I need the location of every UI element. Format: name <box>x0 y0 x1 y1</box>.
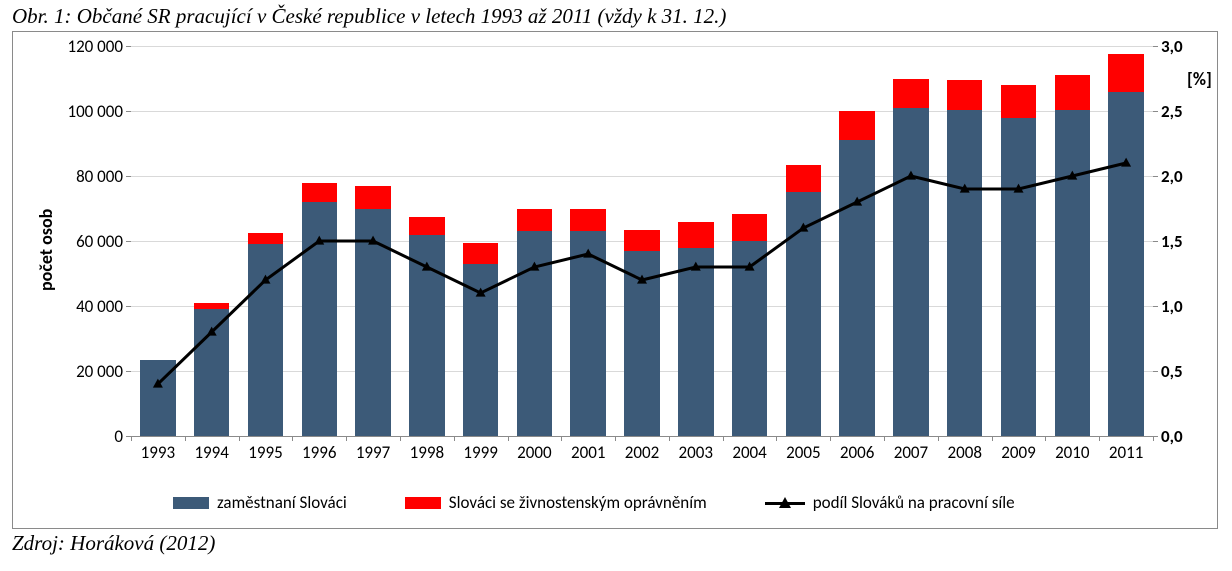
y-right-tickmark <box>1153 241 1158 242</box>
x-tick: 2002 <box>615 442 669 463</box>
x-tickmark <box>615 436 616 441</box>
y2-unit-label: [%] <box>1187 68 1212 90</box>
x-tickmark <box>400 436 401 441</box>
x-tickmark <box>454 436 455 441</box>
y-axis-title: počet osob <box>35 209 57 291</box>
figure-source: Zdroj: Horáková (2012) <box>12 531 1220 556</box>
x-tick: 2001 <box>561 442 615 463</box>
x-tick: 1997 <box>346 442 400 463</box>
x-tickmark <box>239 436 240 441</box>
x-tickmark <box>1045 436 1046 441</box>
y-right-tick: 2,0 <box>1161 166 1183 187</box>
y-right-tick: 1,5 <box>1161 231 1183 252</box>
x-tickmark <box>830 436 831 441</box>
x-tickmark <box>185 436 186 441</box>
x-tick: 2003 <box>669 442 723 463</box>
y-right-tick: 0,0 <box>1161 426 1183 447</box>
x-tick: 2008 <box>938 442 992 463</box>
legend-item-bar1: zaměstnaní Slováci <box>173 492 347 513</box>
x-tick: 1995 <box>239 442 293 463</box>
line-marker <box>583 249 593 258</box>
plot-area: 00,020 0000,540 0001,060 0001,580 0002,0… <box>131 46 1153 436</box>
x-tickmark <box>346 436 347 441</box>
legend: zaměstnaní Slováci Slováci se živnostens… <box>173 492 1015 513</box>
x-tickmark <box>131 436 132 441</box>
y-right-tick: 3,0 <box>1161 36 1183 57</box>
x-tick: 2004 <box>723 442 777 463</box>
y-left-tick: 40 000 <box>76 296 123 317</box>
x-tick: 2010 <box>1045 442 1099 463</box>
y-left-tick: 0 <box>114 426 123 447</box>
page: Obr. 1: Občané SR pracující v České repu… <box>0 0 1232 571</box>
chart-frame: 0 0,0 20 000 0,5 40 000 1,0 60 000 1,5 80 000 2,0… <box>12 31 1218 529</box>
x-tick: 2011 <box>1099 442 1153 463</box>
x-tick: 2000 <box>508 442 562 463</box>
line-path <box>158 163 1126 384</box>
x-tickmark <box>776 436 777 441</box>
y-right-tickmark <box>1153 111 1158 112</box>
x-tickmark <box>1153 436 1154 441</box>
y-left-tick: 20 000 <box>76 361 123 382</box>
legend-label-bar2: Slováci se živnostenským oprávněním <box>449 492 707 513</box>
x-axis-line <box>131 436 1153 437</box>
x-tick: 2009 <box>992 442 1046 463</box>
x-tickmark <box>938 436 939 441</box>
legend-item-bar2: Slováci se živnostenským oprávněním <box>405 492 707 513</box>
x-tick: 2007 <box>884 442 938 463</box>
x-tickmark <box>884 436 885 441</box>
x-tick: 1999 <box>454 442 508 463</box>
y-right-tickmark <box>1153 176 1158 177</box>
legend-label-bar1: zaměstnaní Slováci <box>217 492 347 513</box>
y-left-tick: 100 000 <box>67 101 123 122</box>
x-tickmark <box>669 436 670 441</box>
y-right-tickmark <box>1153 371 1158 372</box>
legend-swatch-bar2 <box>405 497 441 509</box>
y-left-tick: 60 000 <box>76 231 123 252</box>
y-left-tick: 120 000 <box>67 36 123 57</box>
x-tick: 2005 <box>776 442 830 463</box>
x-tick: 1993 <box>131 442 185 463</box>
line-marker <box>906 171 916 180</box>
x-tickmark <box>561 436 562 441</box>
x-tick: 1998 <box>400 442 454 463</box>
y-right-tick: 1,0 <box>1161 296 1183 317</box>
x-tick: 1994 <box>185 442 239 463</box>
x-tickmark <box>1099 436 1100 441</box>
x-tickmark <box>723 436 724 441</box>
legend-line-icon <box>765 493 805 513</box>
x-tick: 2006 <box>830 442 884 463</box>
x-tickmark <box>508 436 509 441</box>
legend-label-line: podíl Slováků na pracovní síle <box>813 492 1015 513</box>
y-right-tick: 2,5 <box>1161 101 1183 122</box>
legend-item-line: podíl Slováků na pracovní síle <box>765 492 1015 513</box>
figure-title: Obr. 1: Občané SR pracující v České repu… <box>12 4 1220 29</box>
y-right-tickmark <box>1153 46 1158 47</box>
y-right-tick: 0,5 <box>1161 361 1183 382</box>
y-right-tickmark <box>1153 306 1158 307</box>
line-marker <box>1121 158 1131 167</box>
line-series <box>131 46 1153 436</box>
x-tickmark <box>292 436 293 441</box>
y-left-tick: 80 000 <box>76 166 123 187</box>
x-tickmark <box>992 436 993 441</box>
x-tick: 1996 <box>292 442 346 463</box>
legend-swatch-bar1 <box>173 497 209 509</box>
